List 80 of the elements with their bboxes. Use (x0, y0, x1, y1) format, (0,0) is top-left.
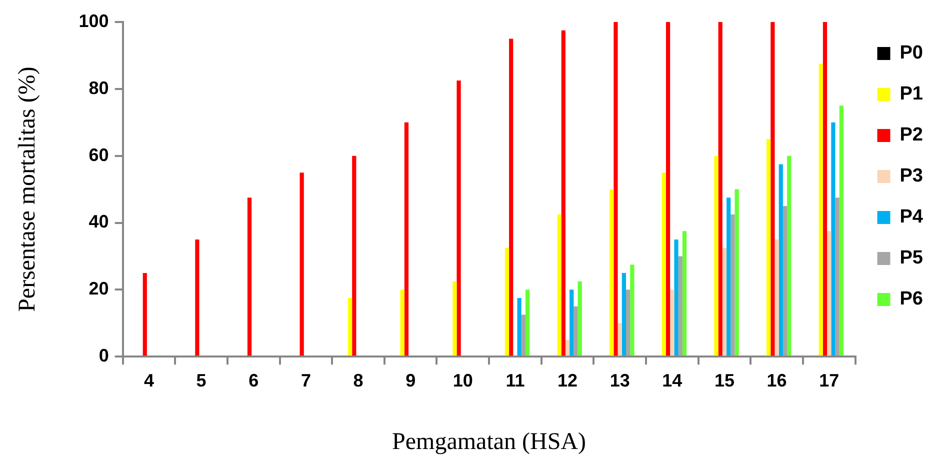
y-axis-title: Persentase mortalitas (%) (14, 66, 41, 312)
bar (400, 290, 404, 356)
legend-label: P1 (900, 84, 924, 105)
y-tick-label: 20 (88, 278, 109, 299)
y-tick-label: 100 (78, 10, 109, 31)
bar (626, 290, 630, 356)
bar (142, 272, 147, 356)
bar (774, 239, 779, 356)
y-tick-label: 40 (88, 212, 109, 232)
bar (610, 189, 614, 356)
bar (578, 281, 582, 356)
bar (818, 64, 823, 356)
y-tick-label: 0 (98, 346, 109, 366)
bar (822, 22, 828, 356)
x-tick-label: 12 (558, 370, 578, 390)
bar (670, 290, 674, 356)
x-tick-label: 7 (300, 370, 311, 390)
bar (630, 264, 634, 356)
bar (827, 231, 832, 356)
bar (662, 172, 666, 356)
x-tick-label: 17 (819, 370, 840, 390)
bar (574, 306, 578, 356)
bar (726, 198, 731, 356)
legend-label: P3 (900, 166, 924, 187)
bar (521, 314, 526, 356)
x-tick-label: 15 (714, 370, 734, 390)
bar (570, 290, 574, 356)
bar (504, 248, 510, 356)
bar (831, 122, 836, 356)
legend-label: P6 (900, 288, 924, 310)
bar (614, 22, 618, 356)
bar (666, 22, 670, 356)
x-tick-label: 11 (506, 370, 525, 390)
bar (300, 172, 304, 356)
legend-label: P2 (900, 124, 924, 146)
x-tick-label: 5 (196, 370, 206, 390)
bar (682, 231, 687, 356)
x-tick-label: 16 (766, 370, 787, 390)
legend-label: P0 (900, 42, 924, 64)
bar (565, 340, 570, 356)
bar (730, 214, 735, 356)
bar (352, 156, 356, 356)
bar (557, 214, 562, 356)
bar (787, 156, 792, 356)
x-tick-label: 9 (406, 370, 416, 390)
bar (778, 164, 783, 356)
x-tick-label: 4 (144, 370, 154, 390)
x-tick-label: 6 (248, 370, 259, 390)
y-tick-label: 60 (88, 144, 109, 165)
bar (714, 156, 718, 356)
bar (734, 189, 739, 356)
bar (195, 239, 200, 356)
bar (678, 256, 682, 356)
bar (525, 290, 530, 356)
bar (766, 139, 771, 356)
bar (348, 298, 352, 356)
y-tick-label: 80 (88, 78, 109, 98)
bar (517, 298, 522, 356)
bar (452, 281, 457, 356)
bar (618, 323, 622, 356)
legend-label: P5 (900, 248, 924, 269)
bar (782, 206, 788, 356)
x-tick-label: 10 (452, 370, 473, 390)
legend-label: P4 (900, 206, 924, 228)
bar (835, 198, 840, 356)
bar (247, 198, 252, 356)
bar (509, 38, 514, 356)
bar (674, 239, 678, 356)
bar (770, 22, 775, 356)
bar (718, 22, 722, 356)
bar (404, 122, 409, 356)
x-tick-label: 13 (610, 370, 630, 390)
bar (839, 106, 844, 356)
x-axis-title: Pemgamatan (HSA) (392, 428, 586, 455)
x-tick-label: 14 (662, 370, 682, 390)
x-tick-label: 8 (353, 370, 364, 390)
bar (456, 80, 461, 356)
bar (722, 248, 727, 356)
bar (622, 272, 626, 356)
bar (561, 30, 566, 356)
